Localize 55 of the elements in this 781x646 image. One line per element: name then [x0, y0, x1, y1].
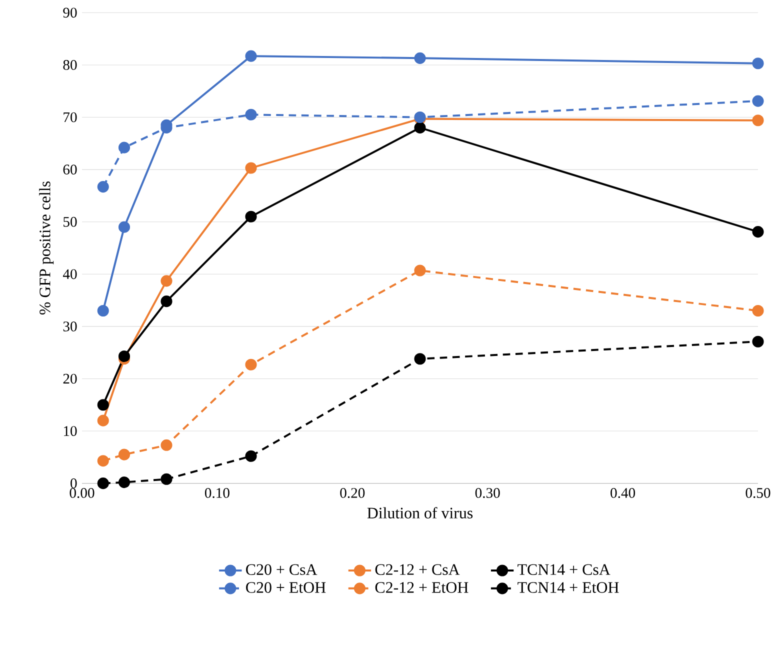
y-tick-label: 50	[64, 216, 77, 227]
point	[245, 450, 257, 462]
y-tick-label: 80	[63, 60, 77, 70]
point	[160, 473, 172, 485]
point	[752, 226, 764, 238]
point	[97, 399, 109, 411]
point	[160, 439, 172, 451]
legend-label: C2-12 + EtOH	[375, 582, 468, 593]
point	[160, 275, 172, 287]
x-tick-label: 0.20	[340, 488, 365, 498]
x-tick-label: 0.00	[70, 488, 94, 498]
point	[752, 95, 764, 107]
point	[752, 114, 764, 126]
legend-label: C20 + CsA	[246, 564, 318, 575]
point	[97, 304, 109, 317]
point	[97, 478, 109, 490]
point	[414, 52, 426, 64]
x-tick-label: 0.10	[204, 488, 230, 498]
point	[118, 221, 130, 233]
point	[245, 108, 257, 120]
legend-label: TCN14 + EtOH	[518, 582, 619, 593]
y-tick-label: 70	[64, 112, 77, 122]
x-tick-label: 0.50	[746, 488, 770, 498]
point	[118, 448, 130, 460]
point	[245, 50, 257, 62]
y-axis-title: % GFP positive cells	[39, 182, 54, 315]
legend-label: C2-12 + CsA	[375, 564, 460, 575]
point	[245, 162, 257, 174]
point	[97, 181, 109, 193]
y-tick-label: 30	[63, 322, 77, 332]
point	[245, 358, 257, 370]
y-tick-label: 40	[62, 269, 77, 280]
y-tick-label: 0	[70, 478, 77, 488]
x-tick-label: 0.40	[610, 488, 636, 498]
y-tick-label: 60	[63, 164, 77, 174]
point	[245, 210, 257, 222]
point	[414, 122, 426, 134]
point	[414, 353, 426, 365]
y-tick-label: 20	[63, 374, 77, 384]
point	[118, 142, 130, 154]
legend-label: C20 + EtOH	[246, 582, 326, 593]
point	[414, 264, 426, 276]
x-tick-label: 0.30	[475, 488, 500, 498]
point	[118, 476, 130, 488]
legend-label: TCN14 + CsA	[518, 564, 610, 575]
point	[752, 336, 764, 348]
point	[160, 296, 172, 308]
y-tick-label: 10	[64, 426, 77, 436]
point	[118, 350, 130, 362]
point	[97, 455, 109, 467]
point	[752, 304, 764, 317]
y-tick-label: 90	[63, 8, 77, 18]
x-axis-title: Dilution of virus	[367, 507, 473, 518]
point	[97, 414, 109, 426]
point	[752, 58, 764, 70]
